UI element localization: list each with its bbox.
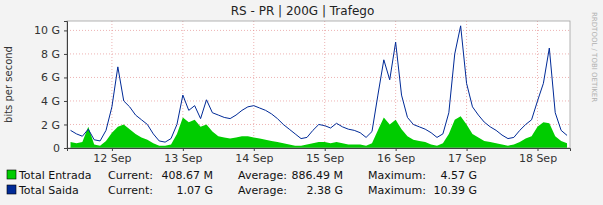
legend-label: Total Saida xyxy=(18,184,79,197)
tick-label: 4 G xyxy=(41,95,60,108)
plot-area xyxy=(67,21,570,148)
legend-stat-value: 408.67 M xyxy=(162,169,213,182)
title: RS - PR | 200G | Trafego xyxy=(231,4,374,18)
tick: 8 G xyxy=(41,48,67,61)
x-axis: 12 Sep 13 Sep 14 Sep 15 Sep 16 Sep 17 Sep 18 S… xyxy=(68,148,571,165)
legend-stat-value: 2.38 G xyxy=(306,184,343,197)
background xyxy=(0,0,603,205)
watermark: RRDTOOL / TOBI OETIKER xyxy=(590,12,598,102)
tick-label: 6 G xyxy=(41,71,60,84)
tick-mark xyxy=(64,77,67,78)
tick-label: 18 Sep xyxy=(519,152,557,165)
tick: 6 G xyxy=(41,71,67,84)
tick: 16 Sep xyxy=(377,148,415,165)
legend-stat-label: Current: xyxy=(108,169,153,182)
tick-mark xyxy=(64,30,67,31)
legend-stat-value: 4.57 G xyxy=(440,169,477,182)
tick-mark xyxy=(254,148,255,151)
grid-line xyxy=(67,77,570,78)
tick-mark xyxy=(396,148,397,151)
tick-label: 8 G xyxy=(41,48,60,61)
tick-mark xyxy=(112,148,113,151)
y-axis: 0 2 G 4 G 6 G 8 G 10 G xyxy=(34,22,68,156)
legend-stat-label: Current: xyxy=(108,184,153,197)
tick: 13 Sep xyxy=(164,148,202,165)
tick-label: 10 G xyxy=(34,24,60,37)
tick: 2 G xyxy=(41,119,67,132)
legend-stat-label: Maximum: xyxy=(368,169,426,182)
frame xyxy=(67,21,570,148)
grid-line xyxy=(253,21,254,148)
chart: 0 2 G 4 G 6 G 8 G 10 G 12 Sep 13 Sep 14 Sep 15 Se… xyxy=(0,0,603,205)
axis-line xyxy=(64,22,68,149)
grid-line xyxy=(67,53,570,54)
tick: 0 xyxy=(53,142,67,155)
grid-line xyxy=(324,21,325,148)
legend-stat-label: Average: xyxy=(238,184,287,197)
grid-line xyxy=(67,30,570,31)
grid xyxy=(67,21,570,148)
grid-line xyxy=(111,21,112,148)
legend-swatch xyxy=(7,170,16,179)
tick-mark xyxy=(64,124,67,125)
legend: Total Entrada Current: 408.67 M Average: 886… xyxy=(7,169,477,197)
tick-mark xyxy=(537,148,538,151)
legend-stat-label: Average: xyxy=(238,169,287,182)
legend-stat-label: Maximum: xyxy=(368,184,426,197)
tick-mark xyxy=(183,148,184,151)
tick-mark xyxy=(467,148,468,151)
grid-line xyxy=(67,100,570,101)
tick-label: 16 Sep xyxy=(377,152,415,165)
y-label: bits per second xyxy=(3,46,14,123)
tick: 18 Sep xyxy=(519,148,557,165)
tick-label: 12 Sep xyxy=(93,152,131,165)
tick: 10 G xyxy=(34,24,67,37)
legend-stat-value: 886.49 M xyxy=(292,169,343,182)
series-group xyxy=(71,26,567,148)
legend-stat-value: 1.07 G xyxy=(176,184,213,197)
tick-label: 13 Sep xyxy=(164,152,202,165)
tick-mark xyxy=(64,148,67,149)
tick-mark xyxy=(64,101,67,102)
tick: 17 Sep xyxy=(448,148,486,165)
tick: 15 Sep xyxy=(306,148,344,165)
legend-stat-value: 10.39 G xyxy=(433,184,477,197)
tick-label: 17 Sep xyxy=(448,152,486,165)
tick: 14 Sep xyxy=(235,148,273,165)
tick-label: 0 xyxy=(53,142,60,155)
area xyxy=(71,116,567,148)
legend-swatch xyxy=(7,185,16,194)
tick: 4 G xyxy=(41,95,67,108)
tick: 12 Sep xyxy=(93,148,131,165)
tick-mark xyxy=(64,54,67,55)
line xyxy=(71,26,567,142)
tick-mark xyxy=(325,148,326,151)
axis-line xyxy=(68,149,571,152)
tick-label: 2 G xyxy=(41,119,60,132)
legend-label: Total Entrada xyxy=(18,169,91,182)
tick-label: 14 Sep xyxy=(235,152,273,165)
tick-label: 15 Sep xyxy=(306,152,344,165)
